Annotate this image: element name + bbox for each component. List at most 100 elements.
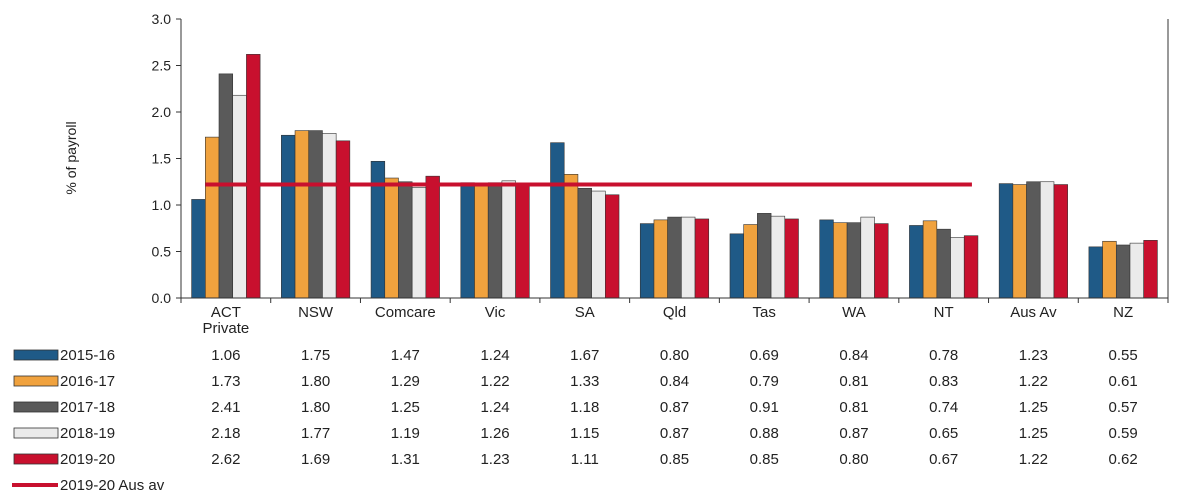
bar-2017-18-aus-av xyxy=(1026,181,1041,299)
data-label: 1.22 xyxy=(1019,373,1048,390)
bar-2015-16-wa xyxy=(819,219,834,299)
bar-2017-18-sa xyxy=(577,187,592,299)
bar-2018-19-qld xyxy=(681,216,696,299)
bar-2016-17-qld xyxy=(653,219,668,299)
bar-2019-20-nt xyxy=(963,235,979,299)
x-tick-label: SA xyxy=(575,304,595,321)
bar-2018-19-aus-av xyxy=(1039,181,1055,299)
data-label: 0.87 xyxy=(839,425,868,442)
data-label: 0.87 xyxy=(660,425,689,442)
x-tick-label: Aus Av xyxy=(1010,304,1057,321)
bar-2017-18-comcare xyxy=(398,181,413,299)
legend-swatch-2019-20 xyxy=(13,453,59,465)
bar-2019-20-aus-av xyxy=(1053,184,1068,299)
x-tick-label: Private xyxy=(203,320,250,337)
bar-2015-16-comcare xyxy=(370,160,386,299)
x-tick-label: ACT xyxy=(211,304,241,321)
x-tick-label: NT xyxy=(934,304,954,321)
data-label: 0.79 xyxy=(750,373,779,390)
data-label: 1.80 xyxy=(301,373,330,390)
x-tick-label: NZ xyxy=(1113,304,1133,321)
legend-swatch-2015-16 xyxy=(13,349,59,361)
bar-2018-19-tas xyxy=(770,215,786,299)
bar-2018-19-nz xyxy=(1129,242,1144,299)
data-label: 1.73 xyxy=(211,373,240,390)
bar-2019-20-vic xyxy=(515,183,530,299)
data-label: 2.18 xyxy=(211,425,240,442)
x-tick-label: Vic xyxy=(485,304,506,321)
x-tick-label: WA xyxy=(842,304,866,321)
y-tick-label: 1.5 xyxy=(152,151,172,167)
bar-2019-20-nz xyxy=(1143,240,1158,299)
legend-swatch-2016-17 xyxy=(13,375,59,387)
data-label: 1.24 xyxy=(480,399,509,416)
data-label: 1.29 xyxy=(391,373,420,390)
data-label: 1.11 xyxy=(571,451,599,468)
y-tick-label: 1.0 xyxy=(152,197,172,213)
data-label: 1.26 xyxy=(480,425,509,442)
data-label: 0.91 xyxy=(750,399,779,416)
bar-2018-19-act-private xyxy=(232,94,247,299)
y-tick-label: 0.0 xyxy=(152,290,172,306)
y-tick-label: 3.0 xyxy=(152,11,172,27)
bar-2019-20-tas xyxy=(784,218,799,299)
data-label: 1.23 xyxy=(1019,347,1048,364)
data-label: 0.57 xyxy=(1109,399,1138,416)
data-label: 1.67 xyxy=(570,347,599,364)
data-label: 0.74 xyxy=(929,399,958,416)
bar-2015-16-tas xyxy=(729,233,744,299)
bar-2018-19-comcare xyxy=(411,187,427,299)
data-label: 0.84 xyxy=(660,373,689,390)
data-label: 1.24 xyxy=(480,347,509,364)
data-label: 0.88 xyxy=(750,425,779,442)
bar-layer xyxy=(191,54,1158,299)
data-label: 1.25 xyxy=(391,399,420,416)
bar-2015-16-vic xyxy=(460,182,475,299)
data-label: 0.67 xyxy=(929,451,958,468)
bar-2017-18-nsw xyxy=(308,130,323,299)
bar-2016-17-act-private xyxy=(205,136,220,299)
bar-2015-16-sa xyxy=(550,142,565,299)
data-label: 2.41 xyxy=(211,399,240,416)
data-label: 1.69 xyxy=(301,451,330,468)
legend-label: 2019-20 xyxy=(60,451,115,468)
bar-2018-19-sa xyxy=(591,190,606,299)
bar-2015-16-act-private xyxy=(191,199,206,299)
legend-label: 2015-16 xyxy=(60,347,115,364)
data-label: 0.87 xyxy=(660,399,689,416)
bar-2015-16-nz xyxy=(1088,246,1103,299)
data-label: 0.81 xyxy=(839,399,868,416)
bar-2017-18-nz xyxy=(1115,244,1131,299)
data-label: 1.22 xyxy=(480,373,509,390)
data-label: 0.65 xyxy=(929,425,958,442)
data-label: 0.81 xyxy=(839,373,868,390)
data-label: 1.22 xyxy=(1019,451,1048,468)
data-label: 2.62 xyxy=(211,451,240,468)
bar-2019-20-nsw xyxy=(335,140,351,299)
x-tick-label: Tas xyxy=(753,304,776,321)
bar-2015-16-aus-av xyxy=(998,183,1014,299)
bar-2019-20-qld xyxy=(694,218,710,299)
bar-2019-20-sa xyxy=(605,194,620,299)
data-label: 0.61 xyxy=(1109,373,1138,390)
bar-2015-16-qld xyxy=(639,223,655,299)
y-tick-label: 2.5 xyxy=(152,58,172,74)
legend-label: 2016-17 xyxy=(60,373,115,390)
bar-2018-19-nt xyxy=(950,237,965,299)
bar-2019-20-comcare xyxy=(425,175,440,299)
bar-2016-17-vic xyxy=(474,184,489,299)
legend-label: 2018-19 xyxy=(60,425,115,442)
legend-label: 2019-20 Aus av xyxy=(60,477,165,494)
bar-2017-18-wa xyxy=(846,222,862,299)
data-label: 0.59 xyxy=(1109,425,1138,442)
bar-2018-19-vic xyxy=(501,180,516,299)
data-label: 0.83 xyxy=(929,373,958,390)
data-label: 1.31 xyxy=(391,451,420,468)
y-tick-label: 0.5 xyxy=(152,244,172,260)
bar-2019-20-wa xyxy=(874,223,889,299)
data-label: 0.69 xyxy=(750,347,779,364)
bar-2016-17-wa xyxy=(833,222,848,299)
data-label: 0.80 xyxy=(660,347,689,364)
